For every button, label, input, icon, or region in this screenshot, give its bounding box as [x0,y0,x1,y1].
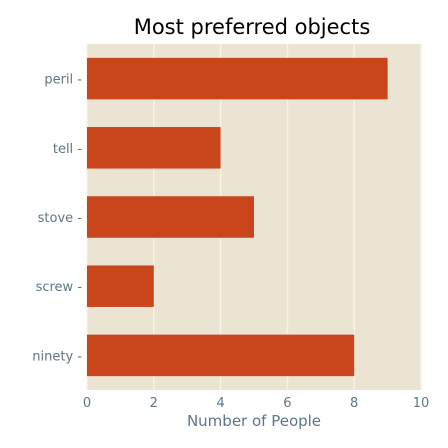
x-tick-label: 2 [150,396,158,411]
x-tick-label: 0 [83,396,91,411]
x-axis-label: Number of People [187,412,321,430]
bar-ninety [87,334,355,377]
y-tick-label-tell: tell - [53,142,82,157]
bar-tell [87,127,221,169]
bar-peril [87,57,388,100]
bar-stove [87,196,254,238]
x-tick-label: 10 [413,396,430,411]
x-tick-label: 6 [283,396,291,411]
y-tick-label-stove: stove - [38,211,83,226]
y-tick-label-ninety: ninety - [32,349,82,364]
x-axis-ticks: 0 2 4 6 8 10 [83,396,429,411]
x-tick-label: 4 [216,396,224,411]
y-tick-label-screw: screw - [36,280,83,295]
x-tick-label: 8 [350,396,358,411]
bars [87,57,388,377]
y-axis-ticks: ninety - screw - stove - tell - peril - [32,73,82,365]
bar-screw [87,265,154,307]
y-tick-label-peril: peril - [44,73,82,88]
chart-title: Most preferred objects [134,15,371,39]
